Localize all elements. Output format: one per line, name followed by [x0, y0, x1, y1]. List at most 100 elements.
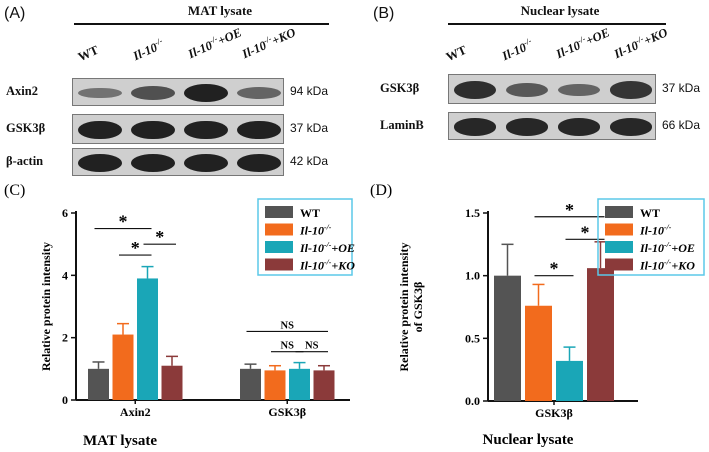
panel-b-letter: (B)	[373, 5, 395, 22]
panel-a-row-0-band	[130, 86, 175, 100]
panel-a-lane-label: Il-10-/-+OE	[185, 24, 244, 62]
bar	[264, 370, 286, 400]
significance-label: *	[119, 212, 128, 232]
x-axis-label: MAT lysate	[83, 433, 157, 449]
legend-sup-text: -/-	[324, 240, 332, 249]
significance-label: *	[550, 259, 559, 279]
panel-a-protein-label: GSK3β	[6, 121, 46, 135]
bar	[137, 278, 158, 400]
chart-c: (C) 0 2 4 6 Relative protein intensity Axin2 GS…	[4, 182, 355, 449]
panel-letter: (C)	[4, 182, 25, 199]
significance-label: *	[155, 227, 164, 247]
panel-b-row-1-blot	[448, 112, 656, 140]
legend-swatch	[265, 241, 293, 253]
legend-sup-text: -/-	[664, 223, 672, 232]
legend-swatch	[605, 206, 633, 218]
panel-a-lane-label: Il-10-/-	[130, 36, 166, 64]
panel-b-row-1-band	[506, 118, 548, 136]
lane-suffix-text: +OE	[215, 25, 244, 48]
bar	[289, 368, 310, 400]
significance-label: *	[565, 200, 574, 220]
y-tick-label: 6	[62, 206, 68, 220]
panel-b-lane-label: Il-10-/-+KO	[611, 24, 670, 62]
legend-suffix-text: +KO	[671, 259, 695, 273]
panel-a-row-1-blot	[72, 114, 284, 144]
legend-base-text: WT	[300, 206, 320, 220]
panel-a-row-0-band	[236, 86, 281, 99]
y-tick-label: 1.5	[465, 206, 480, 220]
panel-a-protein-label: β-actin	[6, 154, 44, 168]
lane-suffix-text: +KO	[269, 25, 298, 48]
panel-b-protein-label: GSK3β	[380, 81, 420, 95]
panel-b-header-line	[448, 23, 666, 25]
significance-label: NS	[281, 341, 295, 352]
legend-suffix-text: +OE	[671, 241, 695, 255]
bar	[556, 360, 583, 401]
bar	[494, 275, 521, 401]
y-tick-label: 1.0	[465, 269, 480, 283]
bar	[88, 368, 109, 400]
panel-a-row-0-band	[183, 84, 228, 102]
panel-a-row-1-band	[183, 120, 228, 140]
panel-a-header: MAT lysate	[187, 3, 253, 18]
legend-label: Il-10-/-	[299, 223, 332, 238]
legend-box	[597, 198, 705, 276]
y-tick-label: 2	[62, 331, 68, 345]
y-tick-label: 4	[62, 268, 68, 282]
panel-b-lane-label: Il-10-/-	[499, 36, 535, 64]
y-tick-label: 0.0	[465, 394, 480, 408]
significance-label: NS	[281, 320, 295, 331]
lane-base-text: WT	[75, 42, 101, 65]
panel-b-protein-label: LaminB	[380, 118, 424, 132]
lane-suffix-text: +KO	[641, 25, 670, 48]
legend-label: Il-10-/-+KO	[639, 258, 695, 273]
panel-a-lane-label: Il-10-/-+KO	[239, 24, 298, 62]
panel-a-row-1-band	[77, 120, 122, 140]
bar	[587, 268, 614, 401]
legend-base-text: Il-10	[639, 241, 664, 255]
bar	[112, 334, 134, 400]
panel-a-letter: (A)	[4, 5, 26, 22]
panel-b-lane-label: WT	[444, 43, 469, 65]
y-axis-label: of GSK3β	[411, 282, 425, 333]
panel-b-kda-label: 37 kDa	[662, 81, 701, 95]
bar	[240, 368, 261, 400]
legend-sup-text: -/-	[324, 258, 332, 267]
panel-a-header-line	[74, 23, 329, 25]
panel-b-header: Nuclear lysate	[520, 3, 600, 18]
panel-b-row-1-band	[558, 118, 600, 136]
panel-b-lane-label: Il-10-/-+OE	[553, 24, 612, 62]
legend-suffix-text: +KO	[331, 259, 355, 273]
panel-letter: (D)	[370, 182, 392, 199]
legend-label: Il-10-/-+KO	[299, 258, 355, 273]
significance-label: NS	[305, 341, 319, 352]
legend-box	[257, 198, 353, 276]
bar	[313, 370, 335, 400]
legend-base-text: Il-10	[639, 224, 664, 238]
x-tick-label: Axin2	[120, 405, 151, 419]
panel-b-row-1-band	[454, 118, 496, 136]
legend-sup-text: -/-	[324, 223, 332, 232]
significance-label: *	[131, 238, 140, 258]
legend-label: WT	[300, 206, 320, 220]
legend-swatch	[605, 223, 633, 236]
panel-a-protein-label: Axin2	[6, 84, 38, 98]
panel-a-row-0-band	[77, 87, 122, 99]
y-axis-label: Relative protein intensity	[397, 242, 411, 371]
panel-a-kda-label: 37 kDa	[290, 121, 329, 135]
y-tick-label: 0.5	[465, 331, 480, 345]
y-tick-label: 0	[62, 393, 68, 407]
panel-b-row-1-band	[610, 118, 652, 136]
panel-a-row-1-band	[236, 120, 281, 140]
legend-base-text: WT	[640, 206, 660, 220]
legend-sup-text: -/-	[664, 240, 672, 249]
lane-base-text: WT	[443, 42, 469, 65]
x-axis-label: Nuclear lysate	[483, 432, 574, 448]
legend-base-text: Il-10	[639, 259, 664, 273]
legend-sup-text: -/-	[664, 258, 672, 267]
significance-label: *	[581, 222, 590, 242]
legend-base-text: Il-10	[299, 224, 324, 238]
y-axis-label: Relative protein intensity	[39, 242, 53, 371]
panel-a-row-2-band	[183, 154, 228, 172]
bar	[161, 365, 183, 400]
